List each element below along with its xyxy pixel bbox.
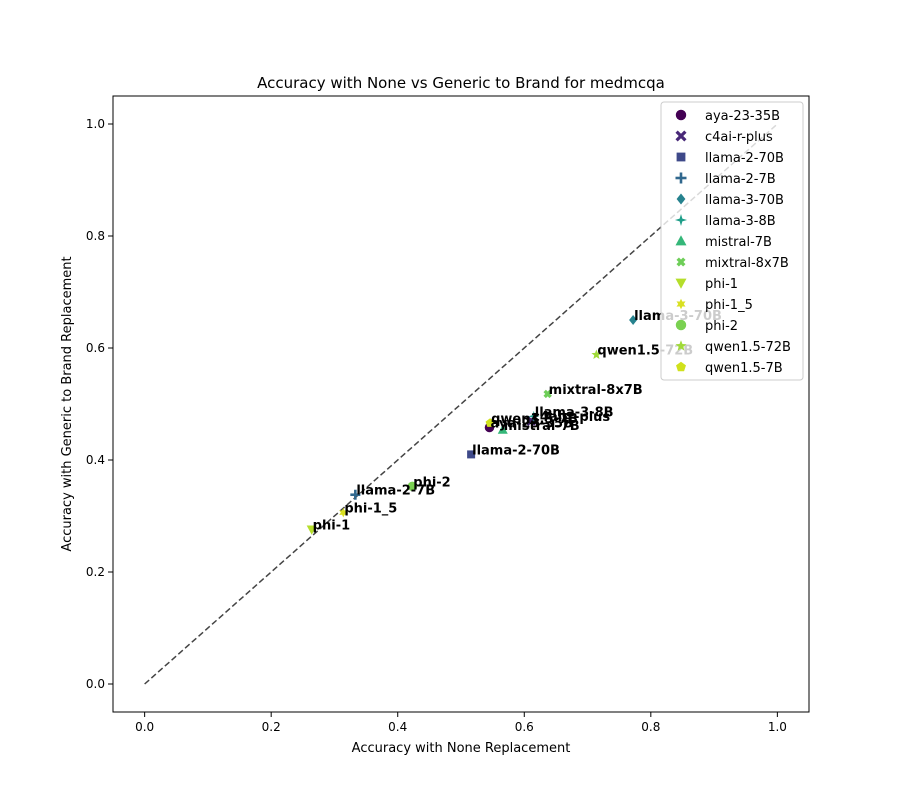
x-tick-label: 0.2	[262, 720, 281, 734]
x-tick-label: 0.8	[641, 720, 660, 734]
y-axis-label: Accuracy with Generic to Brand Replaceme…	[60, 256, 75, 551]
data-label: mixtral-8x7B	[549, 383, 643, 398]
data-label: aya-23-35B	[490, 417, 573, 432]
legend-entry-label: c4ai-r-plus	[705, 130, 773, 145]
legend-marker	[675, 172, 687, 184]
legend-entry-label: llama-2-70B	[705, 151, 784, 166]
y-tick-label: 0.6	[86, 341, 105, 355]
y-axis-ticks: 0.0 0.2 0.4 0.6 0.8 1.0	[86, 117, 113, 691]
data-point	[528, 410, 540, 422]
legend-entry-label: mistral-7B	[705, 235, 772, 250]
plot-frame	[112, 95, 810, 713]
legend-entry-label: llama-3-70B	[705, 193, 784, 208]
legend-entry-label: qwen1.5-72B	[705, 340, 791, 355]
data-label: c4ai-r-plus	[532, 410, 610, 425]
data-label: mistral-7B	[504, 419, 580, 434]
legend-marker	[675, 319, 687, 331]
legend: aya-23-35B c4ai-r-plus llama-2-70B llama-2-…	[660, 101, 804, 381]
legend-marker	[675, 340, 687, 351]
data-label: qwen1.5-7B	[491, 412, 578, 427]
data-point	[306, 525, 317, 535]
legend-entry-label: llama-3-8B	[705, 214, 776, 229]
data-point	[497, 424, 508, 434]
data-point	[485, 418, 495, 427]
y-tick-label: 0.4	[86, 453, 105, 467]
y-tick-label: 1.0	[86, 117, 105, 131]
legend-entry-label: phi-2	[705, 319, 738, 334]
legend-marker	[676, 298, 686, 310]
legend-marker	[676, 257, 686, 267]
legend-marker	[676, 193, 686, 205]
data-label: phi-1_5	[344, 502, 397, 517]
legend-entry-label: phi-1	[705, 277, 738, 292]
data-points	[306, 315, 638, 535]
x-axis-label: Accuracy with None Replacement	[352, 741, 571, 756]
y-tick-label: 0.0	[86, 677, 105, 691]
data-point	[350, 489, 361, 500]
y-tick-label: 0.8	[86, 229, 105, 243]
legend-entry-label: mixtral-8x7B	[705, 256, 789, 271]
x-tick-label: 0.4	[388, 720, 407, 734]
data-label: phi-2	[413, 475, 450, 490]
legend-marker	[675, 235, 687, 246]
data-point	[467, 450, 476, 459]
data-point	[543, 389, 552, 399]
legend-marker	[674, 213, 688, 227]
x-tick-label: 0.0	[135, 720, 154, 734]
data-label: llama-2-7B	[356, 484, 435, 499]
data-point	[339, 507, 348, 518]
x-tick-label: 1.0	[768, 720, 787, 734]
x-axis-ticks: 0.0 0.2 0.4 0.6 0.8 1.0	[135, 712, 787, 734]
y-tick-label: 0.2	[86, 565, 105, 579]
legend-entry-label: aya-23-35B	[705, 109, 780, 124]
legend-marker	[675, 109, 687, 121]
data-point	[591, 349, 602, 359]
legend-entry-label: phi-1_5	[705, 298, 753, 313]
data-label: llama-3-8B	[535, 405, 614, 420]
data-label: phi-1	[313, 518, 350, 533]
data-point	[407, 481, 418, 492]
legend-marker	[675, 130, 687, 142]
chart-title: Accuracy with None vs Generic to Brand f…	[257, 74, 665, 92]
legend-marker	[675, 278, 687, 289]
legend-entry-label: llama-2-7B	[705, 172, 776, 187]
legend-entry-label: qwen1.5-7B	[705, 361, 783, 376]
x-tick-label: 0.6	[515, 720, 534, 734]
legend-frame	[660, 101, 804, 381]
data-point	[629, 315, 638, 325]
legend-marker	[676, 361, 686, 372]
legend-marker	[676, 152, 686, 162]
data-label: llama-2-70B	[472, 443, 560, 458]
